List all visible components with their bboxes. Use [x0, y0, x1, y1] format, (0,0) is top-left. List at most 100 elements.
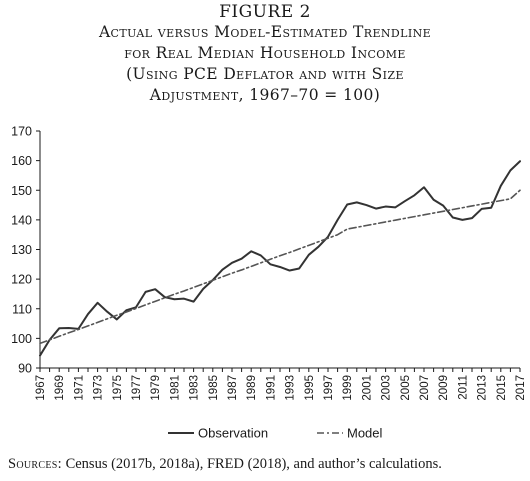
source-text: Census (2017b, 2018a), FRED (2018), and … [61, 456, 442, 472]
x-tick-label: 1991 [265, 375, 277, 401]
data-point-observation [307, 253, 310, 256]
data-point-model [211, 279, 214, 282]
data-point-model [163, 296, 166, 299]
data-point-observation [221, 268, 224, 271]
data-point-model [432, 212, 435, 215]
data-point-observation [250, 250, 253, 253]
x-tick-label: 1989 [246, 375, 258, 401]
data-point-model [317, 240, 320, 243]
data-point-model [451, 208, 454, 211]
data-point-model [442, 210, 445, 213]
data-point-model [221, 275, 224, 278]
data-point-model [365, 224, 368, 227]
data-point-model [48, 338, 51, 341]
data-point-observation [346, 203, 349, 206]
data-point-model [307, 244, 310, 247]
axes: 90 100 110 120 130 140 150 160 170 1967 1969 1971 19… [11, 125, 527, 401]
data-point-observation [442, 204, 445, 207]
data-point-model [192, 286, 195, 289]
series-line-model [39, 189, 521, 345]
x-tick-label: 1967 [35, 375, 47, 401]
figure-title-line-4: Adjustment, 1967–70 = 100) [149, 86, 381, 104]
data-point-observation [432, 198, 435, 201]
data-point-observation [509, 169, 512, 172]
x-tick-label: 2005 [400, 375, 412, 401]
data-point-observation [67, 327, 70, 330]
data-point-model [499, 199, 502, 202]
data-point-observation [39, 354, 42, 357]
x-tick-label: 1999 [342, 375, 354, 401]
data-point-model [461, 206, 464, 209]
data-point-observation [106, 310, 109, 313]
series-observation [39, 160, 522, 357]
x-tick-label: 2003 [381, 375, 393, 401]
data-point-observation [317, 245, 320, 248]
source-note: Sources: Census (2017b, 2018a), FRED (20… [8, 456, 526, 473]
y-tick-label: 130 [11, 243, 32, 257]
data-point-observation [519, 160, 522, 163]
x-tick-label: 1987 [227, 375, 239, 401]
x-tick-label: 2007 [419, 375, 431, 401]
x-tick-label: 1971 [73, 375, 85, 401]
data-point-model [509, 197, 512, 200]
data-point-model [231, 272, 234, 275]
source-lead: Sources: [8, 456, 62, 472]
data-point-model [259, 261, 262, 264]
y-tick-label: 120 [11, 273, 32, 287]
data-point-observation [183, 297, 186, 300]
data-point-observation [365, 204, 368, 207]
data-point-model [423, 213, 426, 216]
y-tick-label: 160 [11, 154, 32, 168]
data-point-observation [269, 263, 272, 266]
x-tick-label: 1969 [54, 375, 66, 401]
x-tick-label: 1983 [189, 375, 201, 401]
x-tick-label: 1979 [150, 375, 162, 401]
y-tick-label: 170 [11, 125, 32, 139]
data-point-model [375, 222, 378, 225]
data-point-model [336, 233, 339, 236]
data-point-observation [58, 327, 61, 330]
series-line-observation [39, 160, 521, 357]
data-point-observation [384, 205, 387, 208]
data-point-observation [451, 216, 454, 219]
data-point-model [39, 342, 42, 345]
data-point-model [519, 189, 522, 192]
x-tick-label: 1981 [169, 375, 181, 401]
x-tick-label: 2011 [457, 375, 469, 400]
data-point-model [77, 328, 80, 331]
data-point-observation [231, 261, 234, 264]
data-point-observation [413, 194, 416, 197]
data-point-observation [96, 301, 99, 304]
y-tick-label: 100 [11, 332, 32, 346]
data-point-model [202, 282, 205, 285]
data-point-model [115, 314, 118, 317]
data-point-observation [144, 290, 147, 293]
data-point-model [279, 254, 282, 257]
data-point-model [288, 251, 291, 254]
x-tick-label: 1993 [285, 375, 297, 401]
data-point-observation [240, 257, 243, 260]
x-tick-label: 2015 [496, 375, 508, 401]
x-tick-label: 2013 [477, 375, 489, 401]
x-tick-label: 1975 [112, 375, 124, 401]
data-point-model [135, 307, 138, 310]
data-point-model [154, 300, 157, 303]
data-point-observation [202, 287, 205, 290]
data-point-observation [480, 207, 483, 210]
data-point-observation [115, 318, 118, 321]
x-tick-label: 1997 [323, 375, 335, 401]
data-point-observation [87, 313, 90, 316]
data-point-model [67, 331, 70, 334]
data-point-model [250, 265, 253, 268]
y-tick-label: 150 [11, 184, 32, 198]
data-point-model [480, 203, 483, 206]
data-point-model [58, 335, 61, 338]
y-tick-label: 140 [11, 213, 32, 227]
x-tick-label: 1973 [93, 375, 105, 401]
data-point-observation [288, 269, 291, 272]
data-point-model [106, 317, 109, 320]
series-model [39, 189, 522, 345]
data-point-model [173, 293, 176, 296]
y-tick-label: 90 [18, 362, 32, 376]
